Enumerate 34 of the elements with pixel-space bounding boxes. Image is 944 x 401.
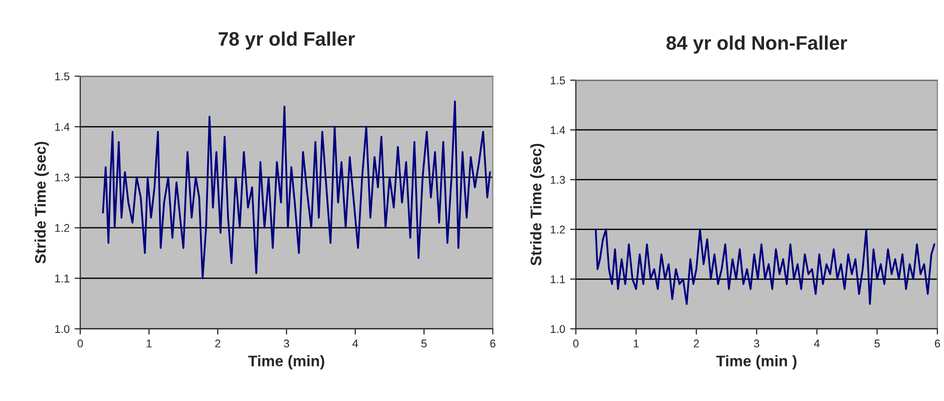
x-tick-label: 1 (634, 340, 639, 348)
y-tick-label: 1.3 (550, 176, 565, 184)
y-tick-label: 1.3 (55, 174, 70, 182)
y-tick-label: 1.2 (550, 226, 565, 234)
chart-title: 84 yr old Non-Faller (666, 36, 848, 54)
x-tick-label: 5 (421, 340, 427, 348)
x-tick-label: 2 (694, 340, 699, 348)
x-tick-label: 6 (934, 340, 940, 348)
line-series (102, 100, 491, 280)
x-tick-label: 5 (874, 340, 880, 348)
x-tick-label: 0 (573, 340, 578, 348)
y-axis-title: Stride Time (sec) (34, 142, 49, 264)
y-tick-label: 1.5 (550, 76, 565, 84)
x-tick-label: 3 (284, 340, 290, 348)
x-tick-label: 6 (490, 340, 496, 348)
x-tick-label: 3 (754, 340, 760, 348)
x-axis-title: Time (min) (248, 355, 324, 370)
x-tick-label: 0 (78, 340, 83, 348)
y-tick-label: 1.4 (550, 126, 566, 134)
y-tick-label: 1.1 (550, 275, 565, 284)
y-tick-label: 1.0 (550, 325, 565, 333)
x-tick-label: 4 (352, 340, 358, 348)
x-tick-label: 1 (146, 340, 152, 348)
x-axis-title: Time (min ) (716, 355, 796, 370)
chart-title: 78 yr old Faller (218, 32, 355, 50)
y-tick-label: 1.5 (55, 72, 70, 80)
y-tick-label: 1.0 (55, 325, 70, 333)
x-tick-label: 4 (814, 340, 820, 348)
y-tick-label: 1.4 (55, 123, 70, 131)
y-tick-label: 1.2 (55, 224, 70, 232)
x-tick-label: 2 (215, 340, 220, 348)
line-series (594, 228, 936, 305)
y-tick-label: 1.1 (55, 274, 70, 282)
y-axis-title: Stride Time (sec) (530, 144, 544, 266)
